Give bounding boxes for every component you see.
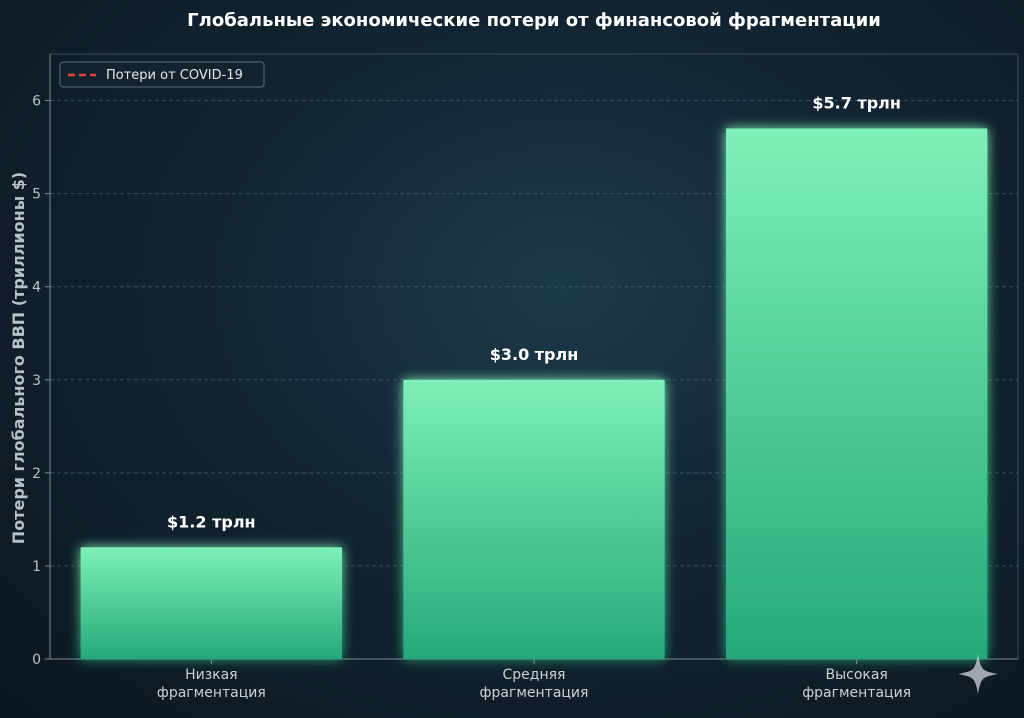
bar bbox=[80, 547, 343, 659]
bar bbox=[403, 379, 665, 659]
x-axis: Низкая фрагментация Средняя фрагментация Выс… bbox=[157, 659, 911, 701]
y-tick-label: 3 bbox=[32, 373, 41, 389]
x-tick-label: Высокая фрагментация bbox=[802, 667, 911, 701]
data-label: $1.2 трлн bbox=[167, 512, 256, 531]
data-label: $5.7 трлн bbox=[812, 93, 901, 112]
y-axis-label: Потери глобального ВВП (триллионы $) bbox=[9, 172, 28, 544]
legend-box bbox=[59, 61, 265, 88]
y-tick-label: 2 bbox=[32, 466, 41, 482]
chart-title: Глобальные экономические потери от финан… bbox=[187, 10, 881, 31]
sparkle-icon bbox=[958, 654, 998, 694]
x-tick-label: Низкая фрагментация bbox=[157, 667, 266, 701]
y-tick-label: 1 bbox=[32, 559, 41, 575]
y-tick-label: 4 bbox=[32, 280, 41, 296]
y-tick-label: 0 bbox=[32, 652, 41, 668]
legend: Потери от COVID-19 bbox=[59, 61, 265, 88]
legend-label: Потери от COVID-19 bbox=[106, 68, 243, 83]
bar bbox=[725, 128, 988, 659]
bars: $1.2 трлн $3.0 трлн $5.7 трлн bbox=[80, 93, 988, 659]
data-label: $3.0 трлн bbox=[490, 345, 579, 364]
y-tick-label: 5 bbox=[32, 187, 41, 203]
y-tick-label: 6 bbox=[32, 94, 41, 110]
x-tick-label: Средняя фрагментация bbox=[480, 667, 589, 701]
